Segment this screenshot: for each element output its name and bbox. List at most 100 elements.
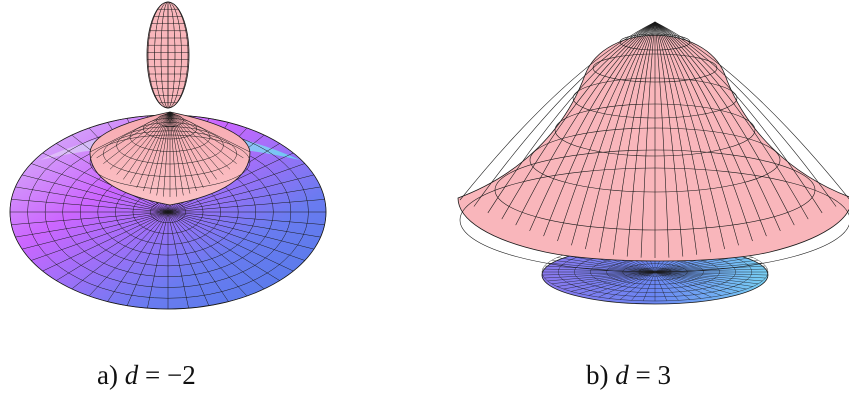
mesh-meridian — [654, 21, 767, 237]
mesh-line — [15, 211, 169, 238]
mesh-line — [654, 265, 766, 273]
mesh-line — [654, 271, 667, 301]
mesh-meridian — [654, 21, 809, 220]
mesh-ring — [103, 130, 237, 177]
mesh-line — [563, 254, 656, 273]
mesh-meridian — [640, 21, 656, 258]
mesh-meridian — [654, 21, 712, 253]
mesh-line — [631, 271, 656, 301]
mesh-line — [654, 271, 722, 296]
mesh-ring — [554, 103, 756, 157]
mesh-line — [42, 211, 169, 272]
mesh-line — [619, 271, 656, 300]
mesh-line — [654, 271, 768, 276]
mesh-line — [654, 271, 747, 290]
mesh-line — [544, 265, 656, 273]
mesh-line — [56, 211, 169, 281]
mesh-line — [169, 111, 251, 153]
mesh-line — [156, 111, 171, 196]
mesh-line — [654, 271, 679, 301]
mesh-meridian — [557, 21, 656, 242]
mesh-line — [654, 271, 759, 284]
mesh-line — [126, 211, 169, 306]
mesh-line — [608, 271, 656, 299]
mesh-line — [21, 211, 169, 250]
mesh-line — [167, 211, 280, 281]
mesh-line — [169, 111, 237, 164]
mesh-line — [547, 262, 656, 273]
mesh-line — [542, 271, 656, 276]
mesh-line — [169, 111, 204, 188]
mesh-line — [557, 257, 656, 273]
mesh-meridian — [654, 21, 781, 231]
mesh-meridian — [612, 21, 656, 255]
mesh-meridian — [598, 21, 656, 253]
mesh-line — [654, 271, 731, 294]
mesh-line — [103, 111, 171, 164]
mesh-line — [551, 260, 656, 273]
mesh-line — [136, 111, 171, 188]
mesh-ring — [619, 33, 691, 51]
mesh-line — [643, 271, 656, 301]
panel-b-surface — [457, 21, 849, 305]
mesh-line — [169, 111, 224, 175]
mesh-meridian — [626, 21, 656, 257]
caption-a-relation: = — [144, 360, 161, 390]
mesh-line — [116, 111, 171, 175]
mesh-line — [167, 211, 325, 225]
mesh-meridian — [543, 21, 656, 237]
mesh-ring — [529, 127, 781, 193]
mesh-line — [654, 271, 691, 300]
mesh-ring — [129, 122, 211, 152]
mesh-ring — [572, 77, 738, 119]
caption-b-relation: = — [635, 360, 651, 390]
panel-a-surface — [9, 1, 327, 310]
mesh-line — [167, 186, 321, 213]
mesh-meridian — [487, 21, 656, 214]
mesh-line — [167, 199, 325, 213]
mesh-line — [89, 111, 171, 153]
mesh-line — [551, 271, 656, 284]
mesh-meridian — [654, 21, 670, 258]
mesh-line — [163, 111, 171, 197]
mesh-ring — [116, 126, 224, 165]
mesh-line — [167, 211, 210, 306]
caption-b-value: 3 — [657, 360, 671, 390]
mesh-line — [88, 211, 169, 297]
mesh-line — [654, 257, 753, 273]
caption-a: a) d = −2 — [97, 362, 196, 389]
mesh-ring — [622, 263, 688, 281]
mesh-line — [147, 211, 169, 309]
mesh-line — [167, 211, 189, 309]
mesh-line — [544, 271, 656, 279]
mesh-line — [169, 111, 231, 170]
mesh-line — [21, 174, 169, 213]
mesh-ring — [143, 118, 197, 140]
mesh-line — [15, 186, 169, 213]
mesh-line — [31, 163, 169, 213]
mesh-line — [598, 271, 656, 298]
mesh-ring — [459, 167, 849, 273]
mesh-line — [167, 211, 321, 238]
caption-a-prefix: a) — [97, 360, 118, 390]
mesh-line — [169, 111, 211, 184]
mesh-line — [109, 111, 171, 170]
mesh-line — [143, 111, 171, 192]
mesh-meridian — [654, 21, 823, 214]
mesh-line — [149, 111, 171, 194]
mesh-line — [167, 174, 315, 213]
caption-a-variable: d — [124, 360, 139, 390]
mesh-line — [167, 211, 315, 250]
bell-b — [457, 35, 849, 262]
mesh-meridian — [529, 21, 656, 231]
mesh-line — [123, 111, 171, 180]
mesh-meridian — [585, 21, 656, 250]
mesh-line — [563, 271, 656, 290]
mesh-line — [167, 163, 305, 213]
mesh-line — [169, 111, 184, 196]
mesh-line — [11, 211, 169, 225]
caption-b-prefix: b) — [586, 360, 609, 390]
mesh-line — [31, 211, 169, 261]
mesh-ring — [592, 53, 718, 83]
